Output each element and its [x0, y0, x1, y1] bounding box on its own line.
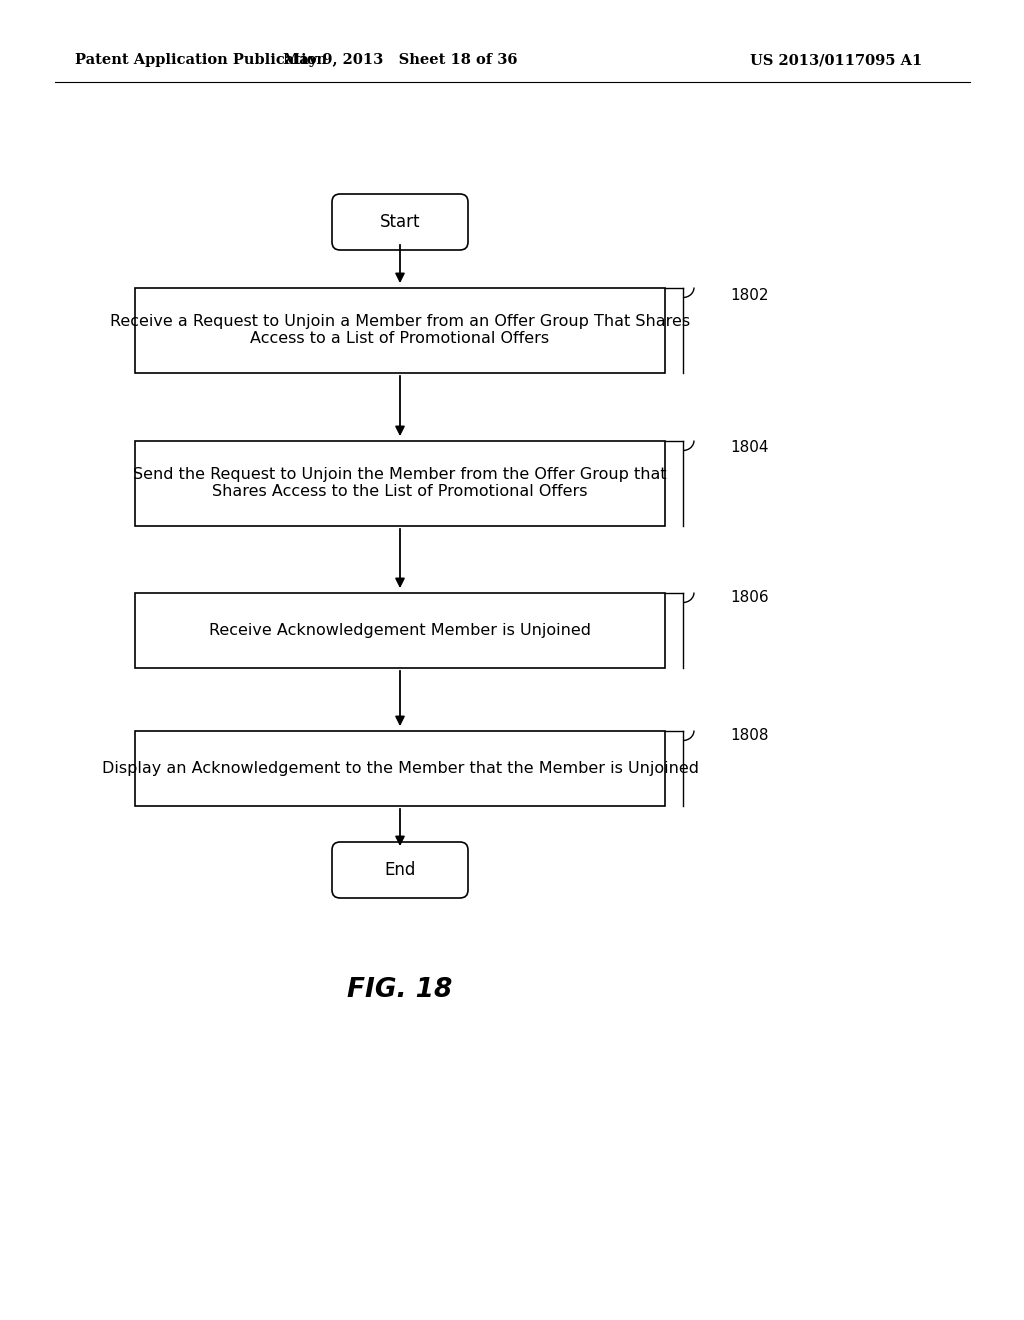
Text: 1808: 1808 — [730, 729, 768, 743]
Text: Patent Application Publication: Patent Application Publication — [75, 53, 327, 67]
Text: 1804: 1804 — [730, 441, 768, 455]
FancyBboxPatch shape — [332, 842, 468, 898]
Bar — [135, 593, 665, 668]
Text: Display an Acknowledgement to the Member that the Member is Unjoined: Display an Acknowledgement to the Member… — [101, 760, 698, 776]
Text: Receive Acknowledgement Member is Unjoined: Receive Acknowledgement Member is Unjoin… — [209, 623, 591, 638]
Bar — [135, 288, 665, 372]
Text: 1802: 1802 — [730, 288, 768, 302]
Text: Send the Request to Unjoin the Member from the Offer Group that
Shares Access to: Send the Request to Unjoin the Member fr… — [133, 467, 667, 499]
Text: FIG. 18: FIG. 18 — [347, 977, 453, 1003]
Text: May 9, 2013   Sheet 18 of 36: May 9, 2013 Sheet 18 of 36 — [283, 53, 517, 67]
Text: End: End — [384, 861, 416, 879]
FancyBboxPatch shape — [332, 194, 468, 249]
Text: Receive a Request to Unjoin a Member from an Offer Group That Shares
Access to a: Receive a Request to Unjoin a Member fro… — [110, 314, 690, 346]
Bar — [135, 730, 665, 805]
Text: 1806: 1806 — [730, 590, 769, 606]
Text: Start: Start — [380, 213, 420, 231]
Bar — [135, 441, 665, 525]
Text: US 2013/0117095 A1: US 2013/0117095 A1 — [750, 53, 923, 67]
